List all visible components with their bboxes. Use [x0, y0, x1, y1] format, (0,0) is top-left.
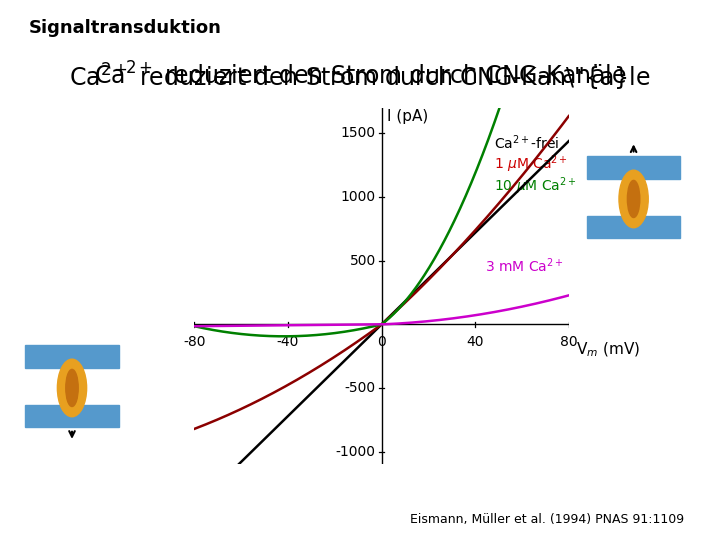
Text: -500: -500	[345, 381, 376, 395]
Bar	[587, 215, 680, 238]
Text: 0: 0	[377, 335, 386, 348]
Text: 40: 40	[467, 335, 484, 348]
Text: 3 mM Ca$^{2+}$: 3 mM Ca$^{2+}$	[485, 256, 563, 275]
Text: -1000: -1000	[336, 444, 376, 458]
Text: 1000: 1000	[341, 190, 376, 204]
Text: 1500: 1500	[341, 126, 376, 140]
Text: 80: 80	[560, 335, 577, 348]
Bar	[25, 345, 119, 368]
Ellipse shape	[66, 369, 78, 407]
Text: -80: -80	[183, 335, 206, 348]
Bar	[25, 404, 119, 427]
Ellipse shape	[619, 170, 648, 228]
Text: Eismann, Müller et al. (1994) PNAS 91:1109: Eismann, Müller et al. (1994) PNAS 91:11…	[410, 514, 684, 526]
Text: 1 $\mu$M Ca$^{2+}$: 1 $\mu$M Ca$^{2+}$	[494, 153, 568, 175]
Text: I (pA): I (pA)	[387, 109, 428, 124]
Text: 500: 500	[349, 254, 376, 268]
Text: Ca$^{2+}$-frei: Ca$^{2+}$-frei	[494, 133, 559, 152]
Text: Ca$^{2+}$ reduziert den Strom durch CNG-Kanäle: Ca$^{2+}$ reduziert den Strom durch CNG-…	[94, 62, 626, 89]
Text: V$_{m}$ (mV): V$_{m}$ (mV)	[576, 341, 640, 359]
Text: -40: -40	[276, 335, 300, 348]
Ellipse shape	[58, 359, 86, 417]
Text: 10 $\mu$M Ca$^{2+}$: 10 $\mu$M Ca$^{2+}$	[494, 176, 577, 197]
Bar	[587, 156, 680, 179]
Text: Signaltransduktion: Signaltransduktion	[29, 19, 222, 37]
Ellipse shape	[627, 180, 640, 218]
Text: Ca$^{2+}$ reduziert den Strom durch CNG-Kan\"{a}le: Ca$^{2+}$ reduziert den Strom durch CNG-…	[69, 62, 651, 93]
